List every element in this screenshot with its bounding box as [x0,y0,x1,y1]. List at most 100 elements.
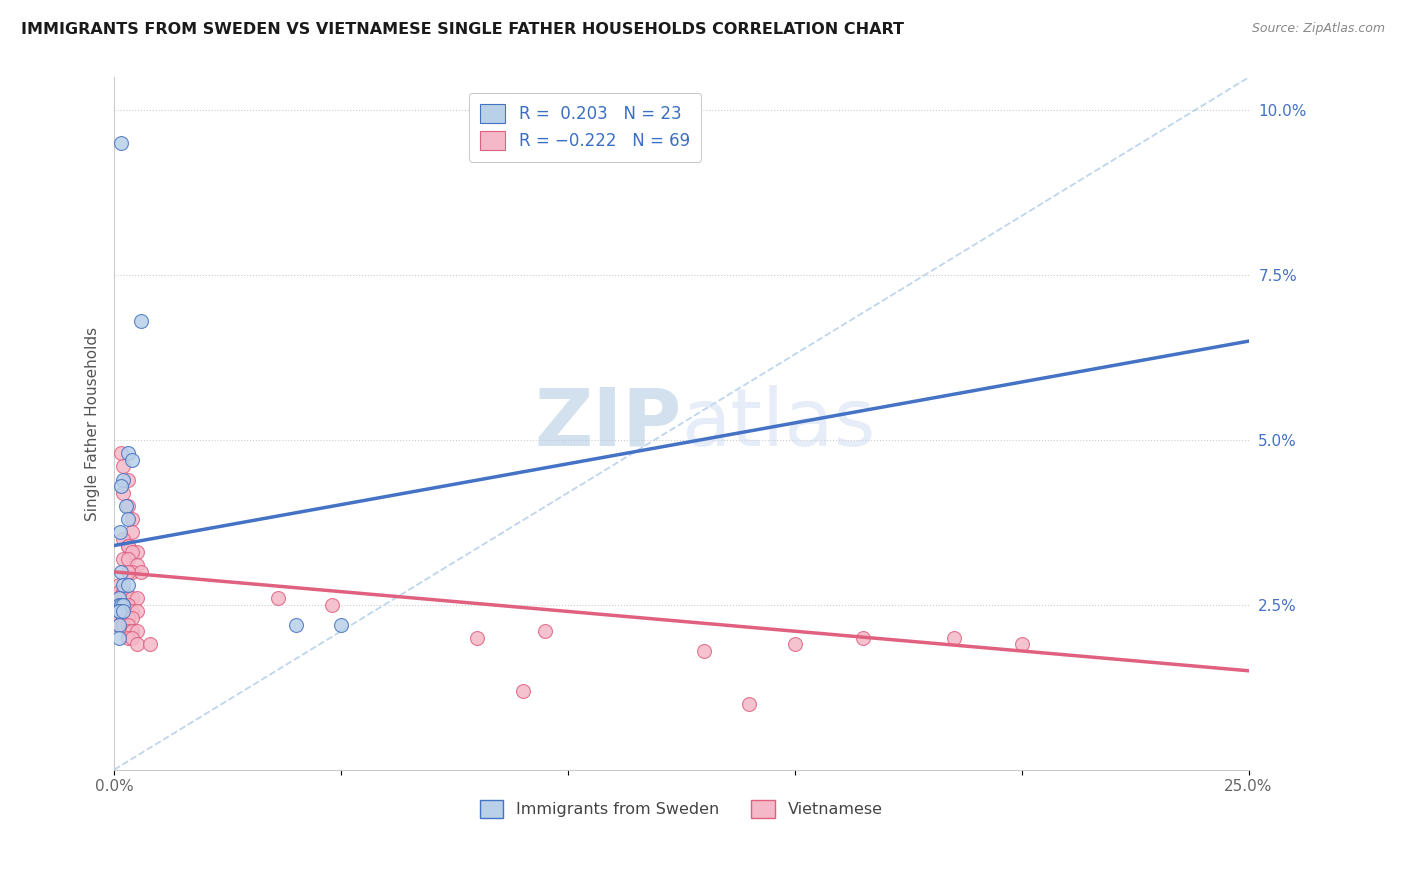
Point [107,598,129,612]
Point [107,617,129,632]
Point [117,604,139,618]
Point [107,604,129,618]
Point [512,683,534,698]
Point [693,644,716,658]
Point [114,499,136,513]
Point [107,598,129,612]
Point [107,631,129,645]
Point [107,591,129,606]
Point [112,604,135,618]
Point [117,591,139,606]
Point [121,631,143,645]
Point [112,617,135,632]
Point [121,565,143,579]
Point [110,136,132,151]
Point [121,512,143,526]
Point [465,631,488,645]
Point [107,591,129,606]
Point [117,499,139,513]
Point [117,617,139,632]
Point [783,637,806,651]
Point [112,459,135,474]
Point [112,551,135,566]
Point [107,604,129,618]
Point [121,525,143,540]
Point [121,624,143,639]
Point [112,598,135,612]
Point [117,512,139,526]
Point [121,452,143,467]
Point [112,584,135,599]
Point [284,617,307,632]
Point [107,598,129,612]
Text: IMMIGRANTS FROM SWEDEN VS VIETNAMESE SINGLE FATHER HOUSEHOLDS CORRELATION CHART: IMMIGRANTS FROM SWEDEN VS VIETNAMESE SIN… [21,22,904,37]
Point [110,598,132,612]
Point [121,591,143,606]
Point [117,611,139,625]
Point [107,617,129,632]
Point [117,604,139,618]
Point [110,479,132,493]
Point [125,604,148,618]
Text: ZIP: ZIP [534,384,682,463]
Point [117,598,139,612]
Point [131,565,153,579]
Point [107,578,129,592]
Point [117,578,139,592]
Text: atlas: atlas [682,384,876,463]
Point [107,598,129,612]
Point [117,624,139,639]
Point [125,545,148,559]
Point [112,598,135,612]
Point [131,314,153,328]
Point [107,611,129,625]
Point [121,604,143,618]
Point [121,611,143,625]
Point [738,697,761,711]
Point [107,584,129,599]
Point [117,611,139,625]
Point [117,446,139,460]
Point [117,473,139,487]
Point [1011,637,1033,651]
Point [112,598,135,612]
Point [534,624,557,639]
Point [112,584,135,599]
Point [112,604,135,618]
Point [942,631,965,645]
Point [112,591,135,606]
Point [117,565,139,579]
Point [117,539,139,553]
Point [112,617,135,632]
Point [112,473,135,487]
Point [125,637,148,651]
Legend: Immigrants from Sweden, Vietnamese: Immigrants from Sweden, Vietnamese [474,794,890,824]
Point [125,624,148,639]
Point [112,611,135,625]
Point [107,598,129,612]
Point [112,485,135,500]
Point [852,631,875,645]
Point [110,565,132,579]
Point [121,624,143,639]
Point [117,551,139,566]
Point [121,545,143,559]
Point [112,532,135,546]
Point [110,446,132,460]
Point [107,598,129,612]
Point [112,611,135,625]
Y-axis label: Single Father Households: Single Father Households [86,326,100,521]
Point [321,598,343,612]
Point [108,525,131,540]
Point [139,637,162,651]
Point [107,617,129,632]
Point [125,558,148,573]
Text: Source: ZipAtlas.com: Source: ZipAtlas.com [1251,22,1385,36]
Point [330,617,353,632]
Point [266,591,288,606]
Point [117,604,139,618]
Point [112,578,135,592]
Point [125,591,148,606]
Point [117,539,139,553]
Point [117,631,139,645]
